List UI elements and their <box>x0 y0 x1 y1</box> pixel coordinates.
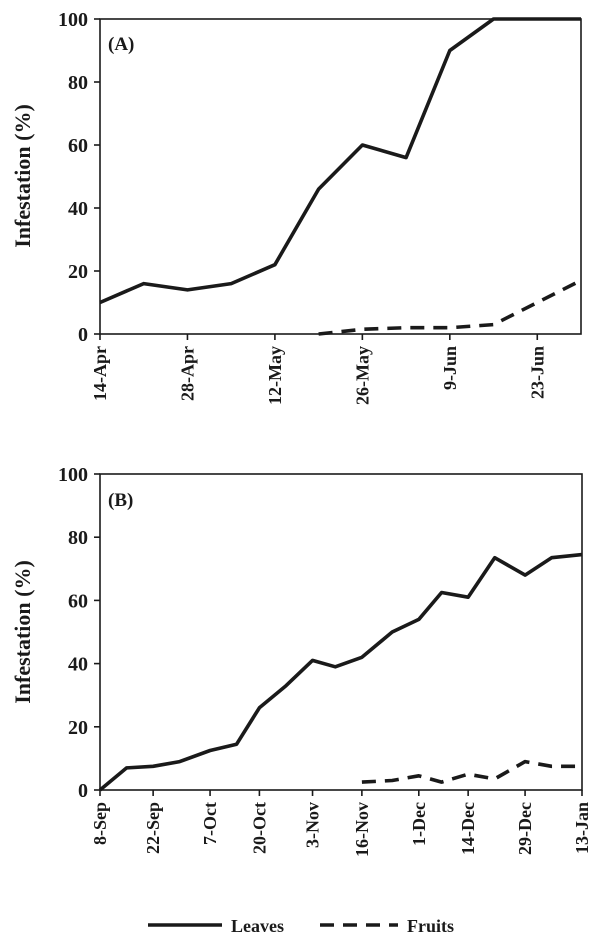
panel-a-y-tick-label: 100 <box>58 9 88 31</box>
panel-a-x-tick-label: 12-May <box>265 346 285 405</box>
panel-b-fruits-line <box>361 759 582 784</box>
panel-b-y-tick-label: 60 <box>68 590 88 612</box>
panel-b-y-tick-label: 40 <box>68 654 88 676</box>
panel-b-x-tick-label: 29-Dec <box>515 802 535 855</box>
panel-b-label: (B) <box>108 490 133 511</box>
panel-b-x-tick-label: 1-Dec <box>409 802 429 846</box>
panel-a-x-tick-label: 14-Apr <box>90 346 110 401</box>
panel-b-x-tick-label: 7-Oct <box>200 802 220 845</box>
panel-a-label: (A) <box>108 34 134 55</box>
panel-b-y-axis-label: Infestation (%) <box>10 560 35 704</box>
panel-b-plot-frame <box>99 473 583 791</box>
panel-a-y-tick-label: 40 <box>68 198 88 220</box>
panel-b-y-tick-label: 0 <box>78 780 88 802</box>
panel-a-x-tick-label: 26-May <box>352 346 372 405</box>
legend-leaves-label: Leaves <box>231 916 284 936</box>
panel-a-fruits-line <box>318 278 582 336</box>
panel-b-x-tick-label: 22-Sep <box>143 802 163 854</box>
panel-a-x-tick-label: 9-Jun <box>440 346 460 390</box>
panel-b-x-tick-label: 14-Dec <box>458 802 478 855</box>
legend: Leaves Fruits <box>148 916 454 936</box>
panel-a: (A) Infestation (%) 0 20 40 60 80 100 14-Apr 28… <box>10 9 582 405</box>
panel-b: (B) Infestation (%) 0 20 40 60 80 100 8-Sep 22-… <box>10 464 592 857</box>
panel-a-plot-frame <box>99 18 582 335</box>
panel-b-x-tick-label: 13-Jan <box>572 802 592 854</box>
panel-a-y-tick-label: 20 <box>68 261 88 283</box>
panel-a-y-tick-label: 0 <box>78 324 88 346</box>
panel-a-y-axis-label: Infestation (%) <box>10 104 35 248</box>
panel-b-y-tick-label: 80 <box>68 527 88 549</box>
panel-a-y-tick-label: 60 <box>68 135 88 157</box>
panel-b-y-tick-label: 100 <box>58 464 88 486</box>
panel-b-y-tick-label: 20 <box>68 717 88 739</box>
panel-a-x-tick-label: 23-Jun <box>527 346 547 399</box>
panel-b-x-tick-label: 20-Oct <box>249 802 269 854</box>
panel-b-x-tick-label: 8-Sep <box>90 802 110 845</box>
panel-a-x-tick-label: 28-Apr <box>177 346 197 401</box>
panel-a-y-tick-label: 80 <box>68 72 88 94</box>
panel-a-leaves-line <box>99 17 581 305</box>
panel-b-x-tick-label: 16-Nov <box>352 802 372 857</box>
panel-b-leaves-line <box>98 552 583 792</box>
legend-fruits-label: Fruits <box>407 916 454 936</box>
panel-b-x-tick-label: 3-Nov <box>303 802 323 848</box>
